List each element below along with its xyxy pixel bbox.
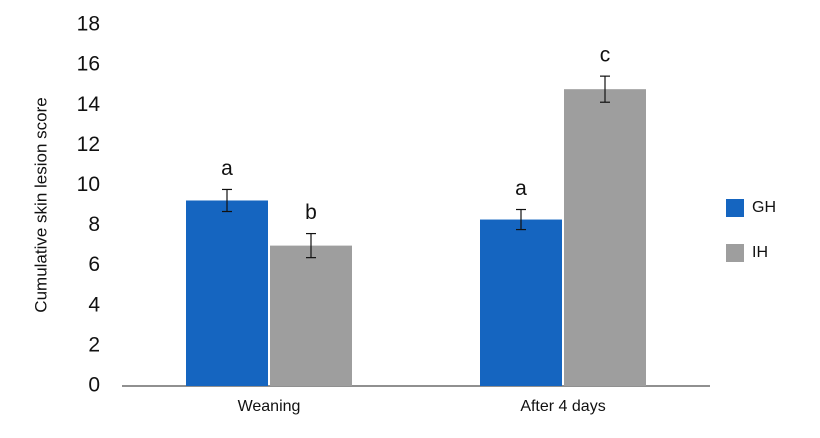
bar [270, 245, 352, 386]
y-axis-label: Cumulative skin lesion score [31, 97, 50, 312]
legend-label: GH [752, 199, 776, 216]
significance-letter: a [515, 177, 527, 200]
y-tick-label: 14 [77, 93, 101, 116]
y-tick-label: 12 [77, 133, 100, 156]
bar [186, 200, 268, 386]
x-tick-label: After 4 days [520, 398, 605, 415]
y-tick-label: 18 [77, 13, 100, 36]
y-tick-label: 8 [88, 213, 100, 236]
y-tick-label: 6 [88, 253, 100, 276]
legend-swatch [726, 199, 744, 217]
y-tick-label: 10 [77, 173, 100, 196]
significance-letter: b [305, 201, 317, 224]
significance-letter: c [600, 44, 611, 67]
bar [564, 89, 646, 386]
x-tick-label: Weaning [238, 398, 301, 415]
legend-swatch [726, 244, 744, 262]
legend-label: IH [752, 244, 768, 261]
bar [480, 219, 562, 386]
y-tick-label: 16 [77, 53, 100, 76]
y-tick-label: 2 [88, 333, 100, 356]
significance-letter: a [221, 157, 233, 180]
y-tick-label: 4 [88, 293, 100, 316]
y-tick-label: 0 [88, 374, 100, 397]
